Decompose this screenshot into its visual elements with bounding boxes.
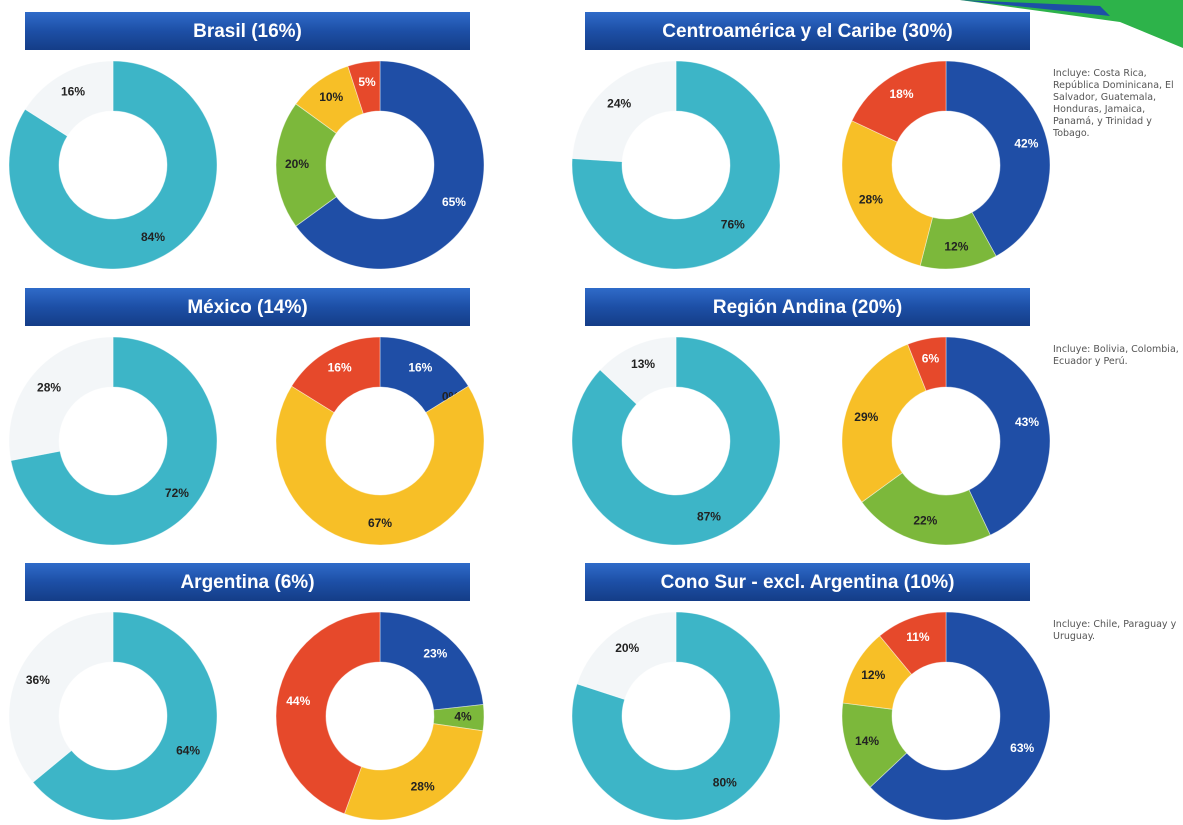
data-label: 28% xyxy=(411,779,435,793)
data-label: 67% xyxy=(368,516,392,530)
donut-slice xyxy=(571,611,781,821)
donut-slice xyxy=(343,723,484,821)
data-label: 12% xyxy=(861,668,885,682)
data-label: 22% xyxy=(913,514,937,528)
data-label: 6% xyxy=(922,352,940,366)
title-banner xyxy=(25,12,470,50)
donut-slice xyxy=(8,336,114,461)
panel-title: Región Andina (20%) xyxy=(713,297,902,318)
donut-slice xyxy=(24,60,114,137)
data-label: 20% xyxy=(615,641,639,655)
donut-slice xyxy=(347,60,381,115)
donut-slice xyxy=(10,336,218,546)
data-label: 10% xyxy=(319,90,343,104)
donut-slice xyxy=(576,611,677,700)
donut-slice xyxy=(291,336,381,414)
data-label: 36% xyxy=(26,673,50,687)
panel-note: Incluye: Costa Rica, República Dominican… xyxy=(1053,68,1174,139)
data-label: 80% xyxy=(713,775,737,789)
donut-slice xyxy=(571,336,781,546)
donut-slice xyxy=(907,336,947,392)
panel-note: Incluye: Chile, Paraguay y Uruguay. xyxy=(1053,619,1177,642)
donut-slice xyxy=(32,611,218,821)
donut-slice xyxy=(851,60,947,143)
data-label: 20% xyxy=(285,157,309,171)
donut-slice xyxy=(8,611,114,783)
data-label: 12% xyxy=(944,240,968,254)
data-label: 63% xyxy=(1010,741,1034,755)
donut-slice xyxy=(295,60,485,270)
data-label: 23% xyxy=(423,646,447,660)
donut-slice xyxy=(841,120,934,267)
data-label: 24% xyxy=(607,97,631,111)
data-label: 42% xyxy=(1014,137,1038,151)
panel-title: Argentina (6%) xyxy=(180,572,314,593)
panel-title: Cono Sur - excl. Argentina (10%) xyxy=(661,572,955,593)
title-banner xyxy=(585,12,1030,50)
donut-slice xyxy=(275,385,485,546)
data-label: 11% xyxy=(906,630,930,644)
donut-slice xyxy=(841,343,927,503)
title-banner xyxy=(25,288,470,326)
data-label: 64% xyxy=(176,744,200,758)
data-label: 28% xyxy=(37,380,61,394)
data-label: 87% xyxy=(697,509,721,523)
data-label: 13% xyxy=(631,357,655,371)
title-banner xyxy=(585,288,1030,326)
donut-slice xyxy=(869,611,1051,821)
donut-slice xyxy=(945,60,1051,257)
donut-slice xyxy=(879,611,947,675)
donut-slice xyxy=(8,60,218,270)
data-label: 76% xyxy=(721,218,745,232)
data-label: 44% xyxy=(286,694,310,708)
panel-note: Incluye: Bolivia, Colombia, Ecuador y Pe… xyxy=(1053,344,1179,367)
data-label: 4% xyxy=(454,709,472,723)
donut-slice xyxy=(571,60,781,270)
corner-decoration xyxy=(960,0,1110,16)
donut-slice xyxy=(379,611,484,711)
data-label: 43% xyxy=(1015,415,1039,429)
donut-slice xyxy=(599,336,677,405)
donut-slice xyxy=(571,60,677,163)
data-label: 72% xyxy=(165,486,189,500)
data-label: 18% xyxy=(890,87,914,101)
panel-title: Brasil (16%) xyxy=(193,21,302,42)
panel-title: México (14%) xyxy=(187,297,307,318)
donut-slice xyxy=(945,336,1051,536)
title-banner xyxy=(585,563,1030,601)
corner-decoration xyxy=(960,0,1183,48)
data-label: 65% xyxy=(442,195,466,209)
data-label: 84% xyxy=(141,230,165,244)
data-label: 16% xyxy=(408,361,432,375)
data-label: 16% xyxy=(328,361,352,375)
panel-title: Centroamérica y el Caribe (30%) xyxy=(662,21,952,42)
data-label: 5% xyxy=(358,75,376,89)
title-banner xyxy=(25,563,470,601)
data-label: 16% xyxy=(61,84,85,98)
data-label: 29% xyxy=(854,410,878,424)
donut-slice xyxy=(275,611,381,815)
data-label: 28% xyxy=(859,193,883,207)
data-label: 14% xyxy=(855,734,879,748)
